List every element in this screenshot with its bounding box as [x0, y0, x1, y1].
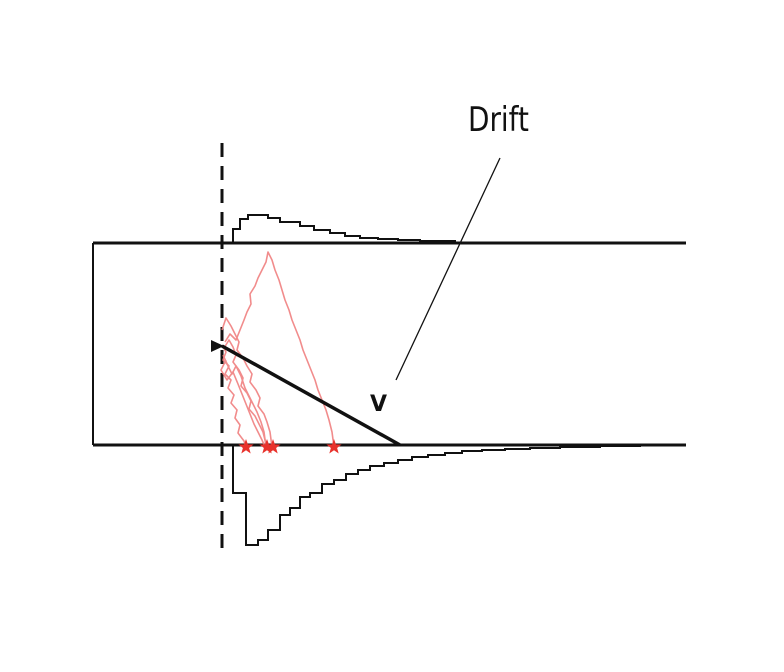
red-star-icon — [265, 439, 281, 454]
trajectory-path — [223, 339, 269, 448]
bottom-histogram — [232, 445, 641, 546]
trajectory-path — [221, 317, 273, 448]
drift-pointer-line — [395, 157, 501, 381]
velocity-line — [221, 344, 401, 447]
top-histogram — [232, 214, 456, 243]
red-star-icon — [259, 439, 275, 454]
red-star-icon — [326, 439, 342, 454]
trajectory-path — [224, 251, 335, 448]
trajectory-path — [222, 354, 267, 448]
source-triangle-icon — [211, 340, 224, 352]
velocity-label: V — [370, 392, 388, 417]
red-star-icon — [238, 439, 254, 454]
particle-trajectories — [220, 251, 335, 448]
drift-label: Drift — [468, 100, 529, 140]
trajectory-path — [220, 359, 266, 448]
endpoint-stars — [238, 439, 342, 454]
